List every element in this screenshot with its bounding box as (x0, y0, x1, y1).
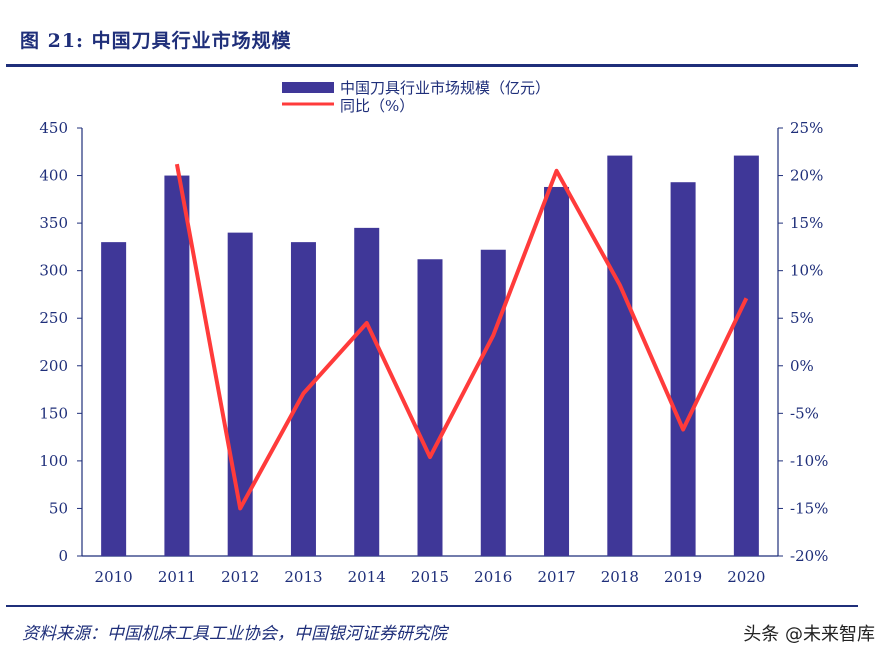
x-tick-label: 2019 (664, 568, 702, 586)
right-tick-label: 10% (790, 262, 823, 280)
left-tick-label: 150 (39, 404, 68, 422)
legend-line-label: 同比（%） (340, 97, 414, 115)
left-tick-label: 250 (39, 309, 68, 327)
legend-bar-label: 中国刀具行业市场规模（亿元） (340, 79, 550, 97)
top-rule (6, 64, 858, 67)
x-tick-label: 2012 (221, 568, 259, 586)
right-tick-label: -20% (790, 547, 828, 565)
right-tick-label: 15% (790, 214, 823, 232)
bar (101, 242, 127, 556)
chart: 中国刀具行业市场规模（亿元） 同比（%） 0 50 100 150 200 250 300 3… (39, 79, 828, 586)
left-tick-label: 300 (39, 262, 68, 280)
x-tick-label: 2015 (411, 568, 449, 586)
left-tick-label: 100 (39, 452, 68, 470)
right-tick-label: 5% (790, 309, 814, 327)
watermark: 头条 @未来智库 (743, 624, 875, 645)
left-tick-label: 350 (39, 214, 68, 232)
left-tick-label: 0 (58, 547, 68, 565)
bars (101, 155, 759, 557)
right-tick-label: 0% (790, 357, 814, 375)
x-tick-label: 2020 (727, 568, 765, 586)
bar (417, 259, 443, 556)
bar (733, 155, 759, 557)
right-tick-label: -10% (790, 452, 828, 470)
left-tick-label: 50 (49, 499, 68, 517)
legend: 中国刀具行业市场规模（亿元） 同比（%） (282, 79, 550, 115)
bar (480, 249, 506, 556)
x-tick-label: 2011 (158, 568, 196, 586)
bar (290, 242, 316, 556)
legend-bar-swatch (282, 82, 334, 93)
x-tick-label: 2017 (537, 568, 575, 586)
x-tick-label: 2013 (284, 568, 322, 586)
x-tick-label: 2014 (348, 568, 386, 586)
bar (354, 227, 380, 556)
axes: 0 50 100 150 200 250 300 350 400 450 -20% -15% -10% -… (39, 119, 828, 586)
right-tick-label: -5% (790, 404, 819, 422)
bar (544, 186, 570, 557)
right-tick-label: -15% (790, 499, 828, 517)
yoy-line (174, 163, 749, 511)
figure-title: 图 21: 中国刀具行业市场规模 (20, 30, 292, 52)
left-tick-label: 450 (39, 119, 68, 137)
bar (164, 175, 190, 557)
bottom-rule (6, 605, 858, 607)
right-tick-label: 20% (790, 167, 823, 185)
x-tick-label: 2010 (95, 568, 133, 586)
left-tick-label: 200 (39, 357, 68, 375)
right-tick-label: 25% (790, 119, 823, 137)
bar (670, 182, 696, 557)
x-tick-label: 2018 (601, 568, 639, 586)
left-tick-label: 400 (39, 167, 68, 185)
bar (607, 155, 633, 557)
x-tick-label: 2016 (474, 568, 512, 586)
source-note: 资料来源：中国机床工具工业协会，中国银河证券研究院 (22, 624, 447, 644)
line-series (174, 163, 749, 511)
